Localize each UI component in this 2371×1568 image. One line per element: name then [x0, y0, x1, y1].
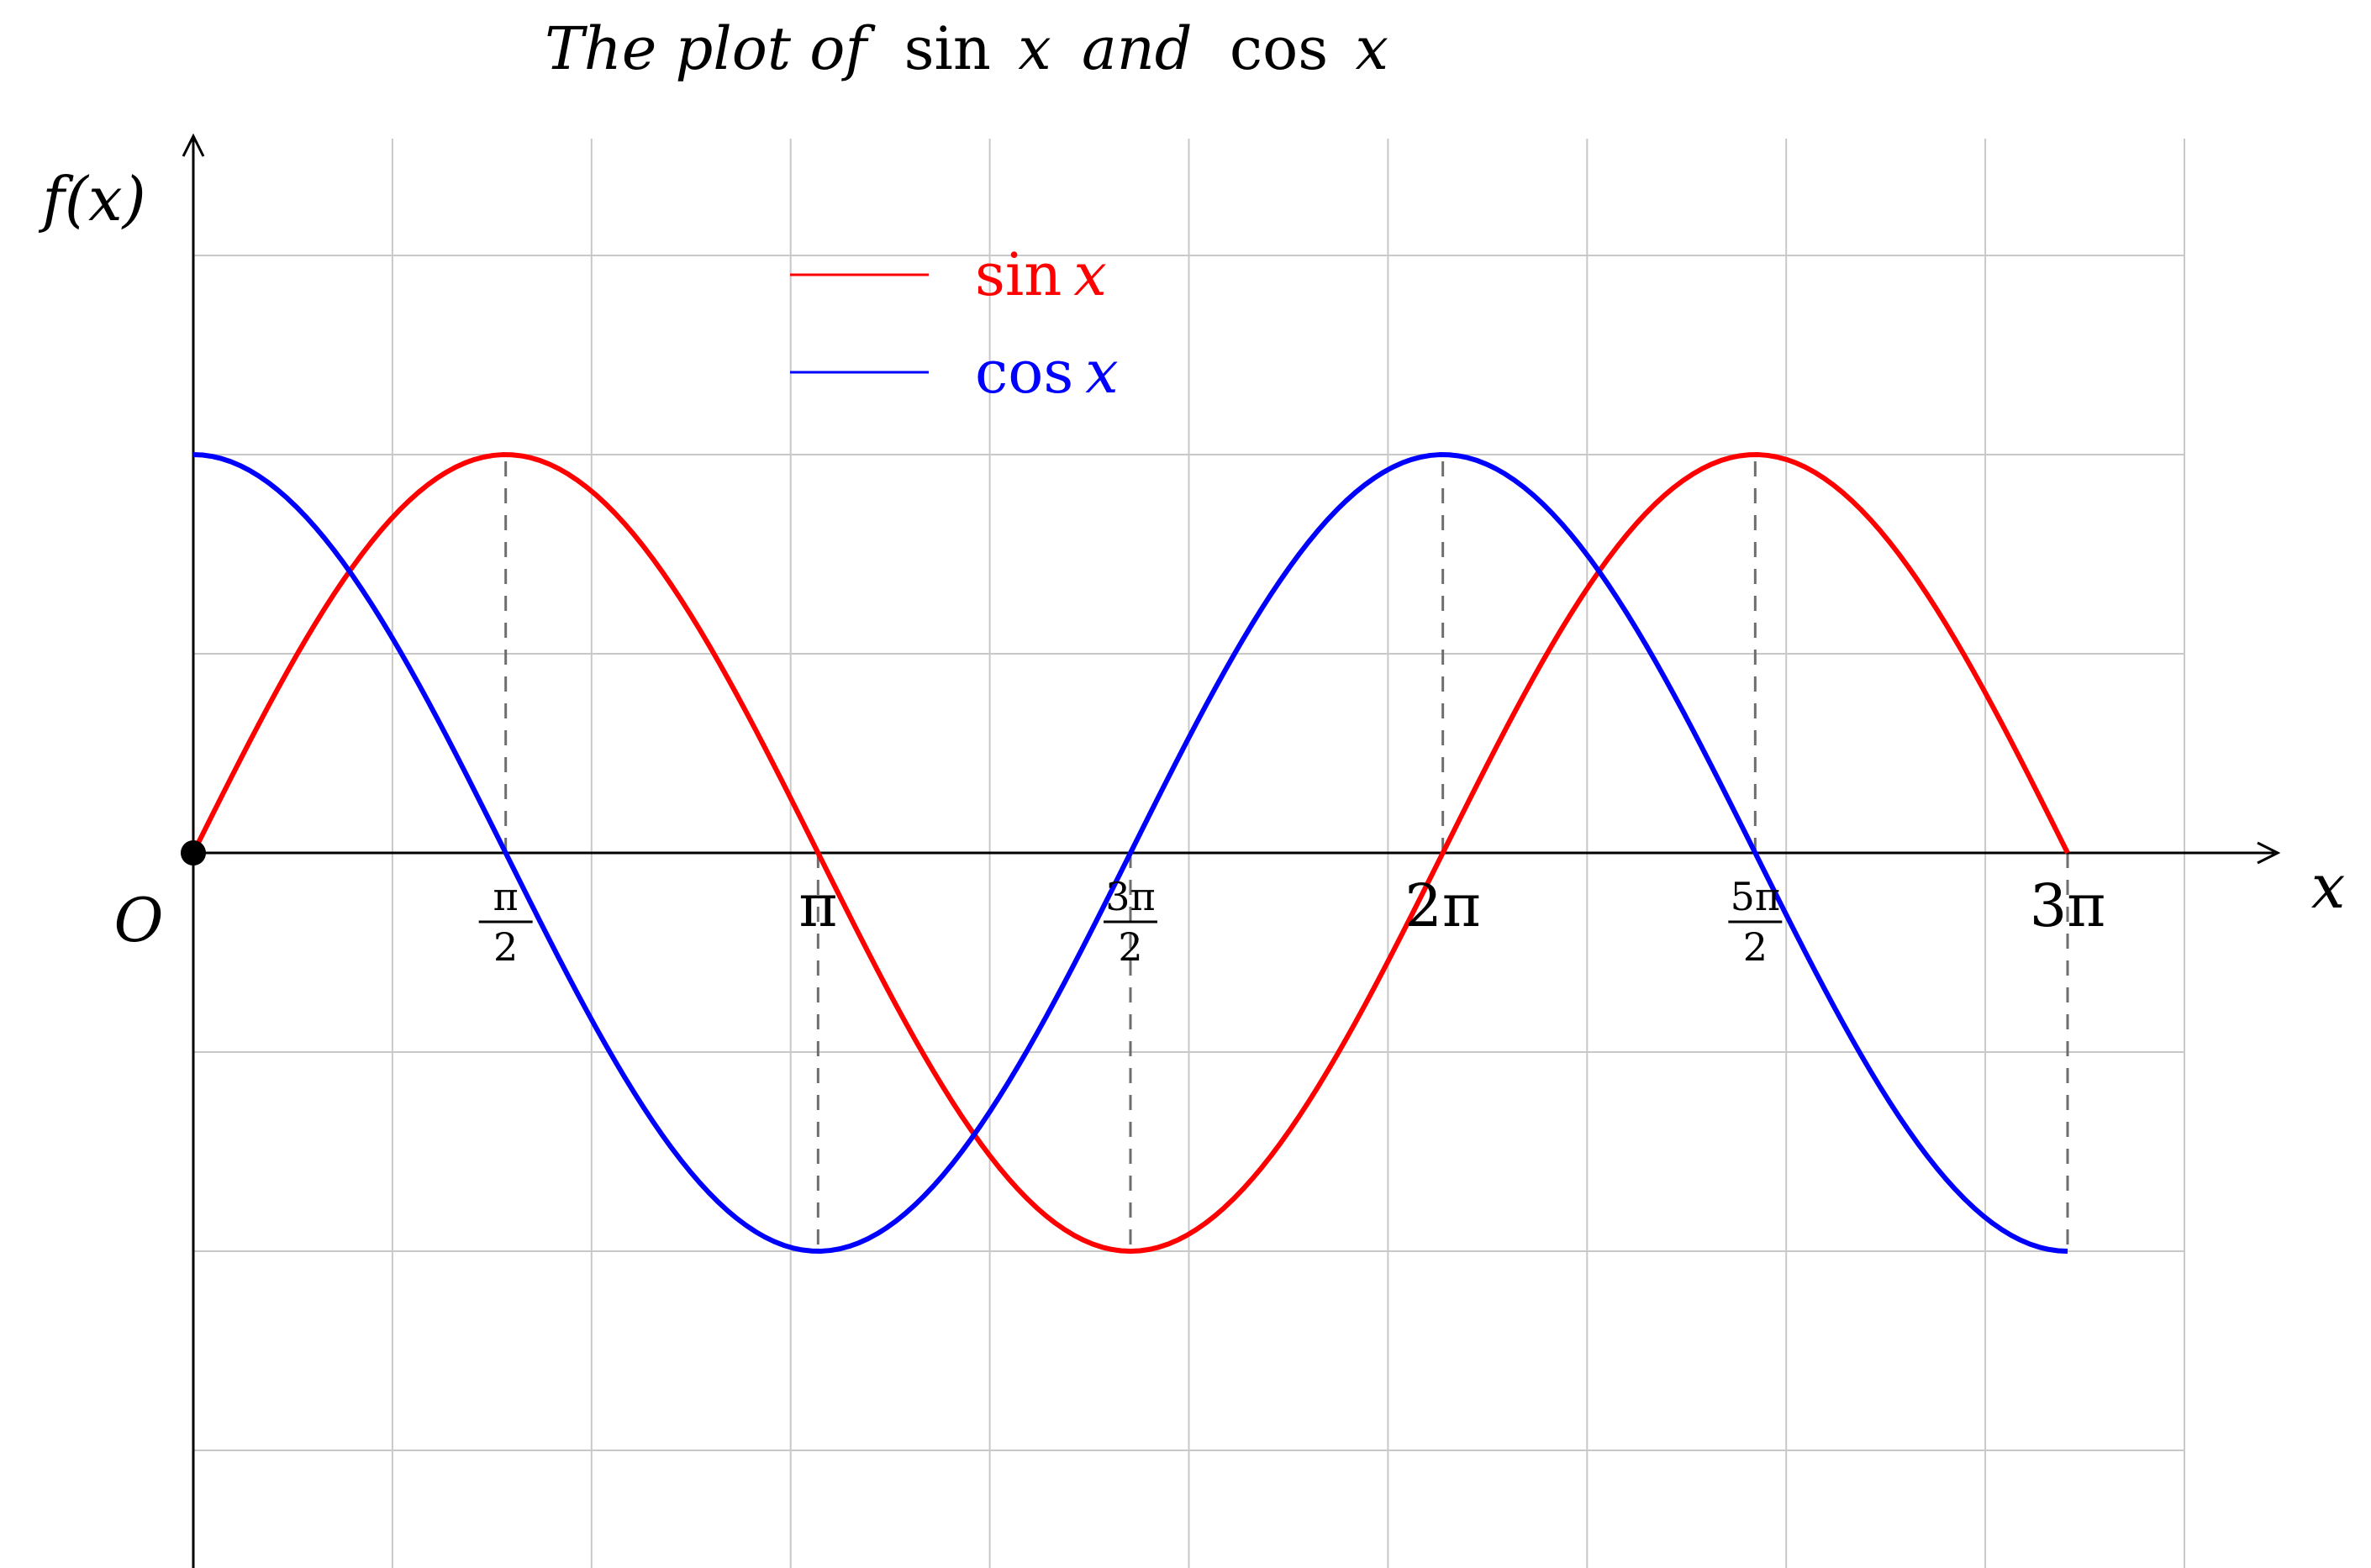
origin-label: O [113, 885, 163, 955]
x-tick-label-fraction: π2 [478, 874, 533, 970]
x-tick-label: 2π [1404, 871, 1481, 940]
series-line-cos [192, 452, 2068, 1254]
x-tick-label: π [798, 871, 837, 940]
origin-point [181, 840, 206, 866]
x-tick-numerator: 3π [1105, 874, 1156, 919]
x-tick-denominator: 2 [1743, 924, 1768, 970]
legend-label-sin: sin x [975, 240, 1107, 309]
chart-title: The plot of sin x and cos x [545, 14, 1388, 83]
series-lines [191, 452, 2070, 1254]
x-tick-label-fraction: 3π2 [1104, 874, 1158, 970]
x-tick-label: 3π [2030, 871, 2106, 940]
x-tick-label-fraction: 5π2 [1728, 874, 1783, 970]
x-tick-numerator: 5π [1731, 874, 1781, 919]
x-axis-arrow [2257, 841, 2281, 865]
legend: sin x cos x [790, 240, 1119, 407]
x-tick-denominator: 2 [1118, 924, 1142, 970]
x-axis-label: x [2311, 851, 2346, 922]
x-tick-numerator: π [493, 874, 519, 919]
y-axis-label: f(x) [38, 164, 145, 234]
legend-label-cos: cos x [975, 338, 1119, 407]
x-tick-denominator: 2 [493, 924, 518, 970]
y-axis-arrow [182, 133, 205, 157]
axes [182, 133, 2281, 1568]
series-line-sin [191, 452, 2070, 1254]
